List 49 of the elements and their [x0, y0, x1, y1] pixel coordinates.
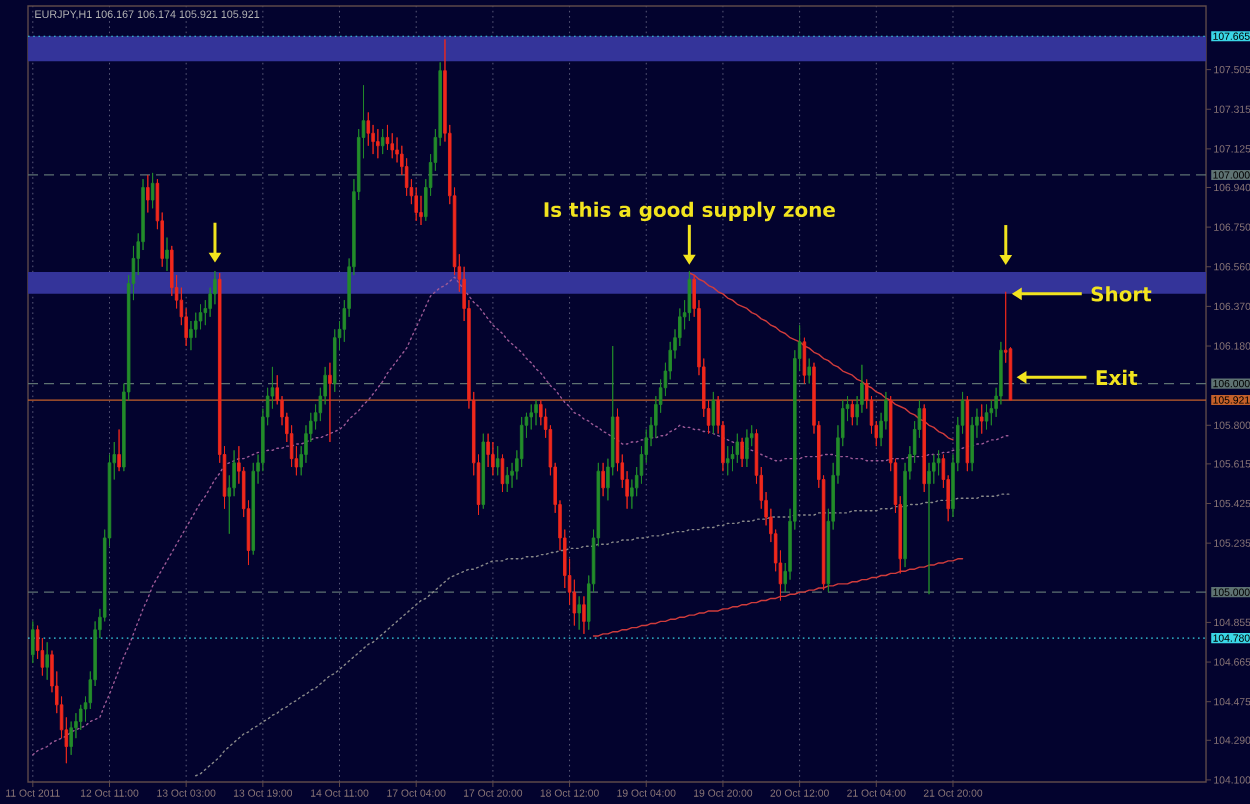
candlestick — [491, 441, 495, 476]
candlestick — [725, 445, 730, 476]
candlestick — [69, 721, 73, 756]
candlestick — [376, 128, 380, 159]
candlestick — [735, 433, 740, 464]
candlestick — [117, 429, 121, 472]
candlestick — [802, 337, 807, 385]
candlestick — [687, 270, 692, 322]
candlestick — [189, 320, 193, 351]
candlestick — [165, 237, 169, 272]
candlestick — [965, 395, 970, 472]
candlestick — [380, 128, 385, 155]
candlestick — [927, 462, 931, 595]
candlestick — [198, 303, 203, 330]
candlestick — [505, 466, 510, 493]
candlestick — [328, 362, 332, 443]
candlestick — [534, 399, 538, 426]
candlestick — [807, 358, 811, 385]
candlestick — [601, 462, 605, 497]
candlestick — [979, 403, 984, 435]
candlestick — [390, 132, 394, 159]
candlestick — [486, 433, 490, 468]
candlestick — [385, 124, 390, 151]
candlestick — [150, 172, 155, 209]
candlestick — [45, 641, 49, 681]
candlestick — [936, 449, 941, 476]
candlestick — [78, 704, 83, 731]
candlestick — [850, 399, 855, 426]
annotation: Exit — [1096, 369, 1138, 385]
candlestick — [146, 174, 150, 213]
annotation: Short — [1091, 286, 1152, 302]
candlestick — [582, 595, 586, 635]
candlestick — [332, 328, 337, 393]
candlestick — [745, 429, 749, 468]
candlestick — [922, 403, 926, 493]
candlestick — [31, 620, 35, 664]
candlestick — [495, 445, 500, 476]
candlestick — [970, 416, 974, 472]
candlestick — [414, 187, 418, 222]
candlestick — [251, 462, 256, 556]
candlestick — [529, 403, 533, 430]
candlestick — [419, 195, 423, 226]
annotation: Is this a good supply zone — [544, 201, 835, 222]
candlestick — [711, 391, 716, 435]
candlestick — [984, 403, 989, 430]
candlestick — [366, 111, 371, 147]
candlestick — [740, 437, 744, 468]
candlestick — [577, 595, 581, 631]
candlestick — [481, 433, 486, 510]
